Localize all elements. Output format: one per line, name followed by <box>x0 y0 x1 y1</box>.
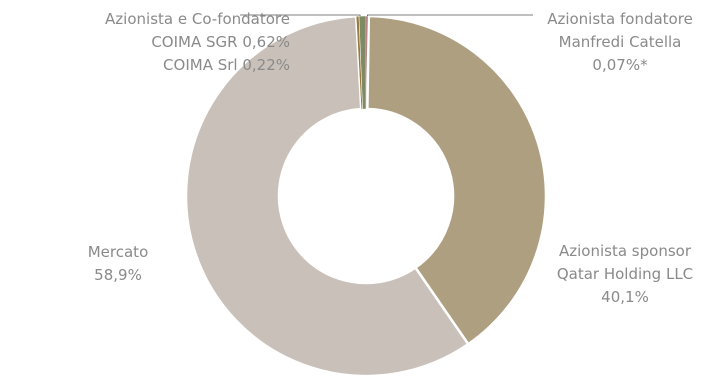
label-qatar-line2: Qatar Holding LLC <box>556 265 694 283</box>
label-mercato: Mercato 58,9% <box>58 241 178 287</box>
label-catella-line1: Azionista fondatore <box>547 10 693 28</box>
label-qatar: Azionista sponsor Qatar Holding LLC 40,1… <box>545 240 705 309</box>
leader-line-coima <box>240 14 361 17</box>
slice-mercato <box>184 14 470 378</box>
label-catella: Azionista fondatore Manfredi Catella 0,0… <box>540 8 700 77</box>
label-qatar-line1: Azionista sponsor <box>559 242 691 260</box>
label-coima-line3: COIMA Srl 0,22% <box>163 56 290 74</box>
leader-lines <box>240 14 533 17</box>
donut-slices <box>184 14 548 378</box>
slice-coima-sgr <box>358 15 367 110</box>
label-catella-line3: 0,07%* <box>592 56 648 74</box>
label-coima-line2: COIMA SGR 0,62% <box>151 33 290 51</box>
label-mercato-line2: 58,9% <box>94 266 142 284</box>
label-coima-line1: Azionista e Co-fondatore <box>105 10 290 28</box>
label-catella-line2: Manfredi Catella <box>558 33 682 51</box>
label-mercato-line1: Mercato <box>87 243 149 261</box>
leader-line-catella <box>367 14 533 17</box>
slice-azionista-sponsor-qatar-holding-llc <box>366 14 548 346</box>
label-coima: Azionista e Co-fondatore COIMA SGR 0,62%… <box>105 8 290 77</box>
label-qatar-line3: 40,1% <box>601 288 649 306</box>
